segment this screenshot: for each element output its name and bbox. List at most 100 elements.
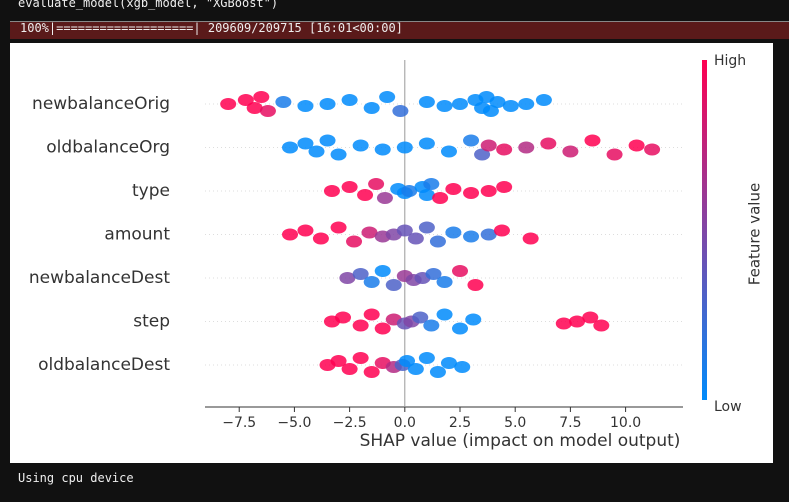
shap-point — [297, 100, 314, 112]
x-tick-label: 10.0 — [610, 415, 641, 431]
shap-point — [376, 192, 393, 204]
shap-point — [385, 279, 402, 291]
y-tick-label: type — [132, 181, 170, 201]
shap-point — [282, 141, 299, 154]
shap-point — [440, 357, 457, 369]
x-tick-label: 7.5 — [559, 415, 581, 431]
colorbar-low: Low — [714, 399, 742, 415]
shap-point — [407, 232, 424, 245]
x-tick-label: −7.5 — [222, 415, 256, 431]
shap-point — [474, 148, 491, 161]
shap-point — [463, 187, 480, 199]
shap-point — [502, 100, 519, 112]
y-tick-label: oldbalanceDest — [38, 355, 170, 375]
y-tick-label: newbalanceOrig — [32, 94, 170, 114]
shap-point — [465, 313, 482, 326]
shap-point — [582, 311, 599, 324]
shap-point — [606, 148, 623, 161]
shap-point — [396, 224, 413, 237]
shap-point — [237, 94, 254, 106]
shap-point — [330, 355, 347, 367]
shap-point — [341, 181, 358, 193]
shap-point — [593, 319, 610, 332]
shap-point — [352, 352, 369, 364]
shap-point — [220, 98, 237, 110]
shap-point — [352, 139, 369, 152]
shap-point — [374, 265, 391, 277]
colorbar-high: High — [714, 53, 746, 69]
shap-point — [352, 319, 369, 332]
shap-point — [436, 276, 453, 288]
shap-point — [319, 134, 336, 147]
x-tick-label: 2.5 — [449, 415, 471, 431]
shap-point — [432, 192, 449, 204]
shap-point — [436, 100, 453, 112]
shap-point — [401, 185, 418, 197]
shap-point — [312, 232, 329, 245]
shap-point — [259, 105, 276, 117]
shap-point — [463, 134, 480, 147]
shap-point — [392, 105, 409, 117]
x-tick-label: 5.0 — [504, 415, 526, 431]
shap-point — [467, 279, 484, 291]
shap-point — [418, 221, 435, 234]
shap-point — [482, 105, 499, 117]
shap-point — [480, 139, 497, 152]
y-tick-label: oldbalanceOrg — [46, 138, 170, 158]
shap-point — [452, 322, 469, 335]
shap-point — [522, 232, 539, 245]
shap-point — [425, 268, 442, 280]
shap-point — [480, 185, 497, 197]
shap-point — [429, 366, 446, 378]
shap-point — [535, 94, 552, 106]
shap-point — [361, 226, 378, 239]
shap-point — [518, 141, 535, 154]
code-line: evaluate_model(xgb_model, "XGBoost") — [18, 0, 279, 10]
shap-point — [374, 143, 391, 156]
shap-point — [418, 96, 435, 108]
shap-point — [496, 143, 513, 156]
shap-point — [363, 308, 380, 321]
shap-point — [368, 178, 385, 190]
shap-point — [352, 268, 369, 280]
colorbar — [702, 60, 707, 400]
shap-point — [480, 228, 497, 241]
shap-point — [584, 134, 601, 147]
shap-point — [341, 94, 358, 106]
shap-point — [319, 98, 336, 110]
shap-point — [518, 98, 535, 110]
shap-point — [555, 317, 572, 330]
shap-point — [436, 308, 453, 321]
x-tick-label: −5.0 — [277, 415, 311, 431]
y-tick-label: newbalanceDest — [29, 268, 170, 288]
shap-point — [346, 235, 363, 248]
progress-bar — [10, 21, 789, 39]
colorbar-label: Feature value — [746, 183, 764, 285]
shap-point — [562, 145, 579, 158]
shap-point — [452, 98, 469, 110]
shap-point — [357, 189, 374, 201]
shap-point — [341, 363, 358, 375]
x-tick-label: 0.0 — [394, 415, 416, 431]
shap-point — [423, 319, 440, 332]
shap-point — [297, 224, 314, 237]
shap-point — [418, 352, 435, 364]
shap-point — [445, 226, 462, 239]
shap-point — [379, 91, 396, 103]
shap-point — [445, 183, 462, 195]
shap-point — [493, 224, 510, 237]
shap-point — [496, 181, 513, 193]
shap-point — [452, 265, 469, 277]
x-tick-label: −2.5 — [333, 415, 367, 431]
shap-point — [363, 276, 380, 288]
shap-point — [454, 361, 471, 373]
shap-point — [569, 315, 586, 328]
shap-point — [540, 137, 557, 150]
shap-point — [418, 189, 435, 201]
shap-point — [282, 228, 299, 241]
shap-point — [440, 145, 457, 158]
shap-point — [363, 102, 380, 114]
output-line: Using cpu device — [18, 471, 134, 485]
shap-point — [399, 355, 416, 367]
